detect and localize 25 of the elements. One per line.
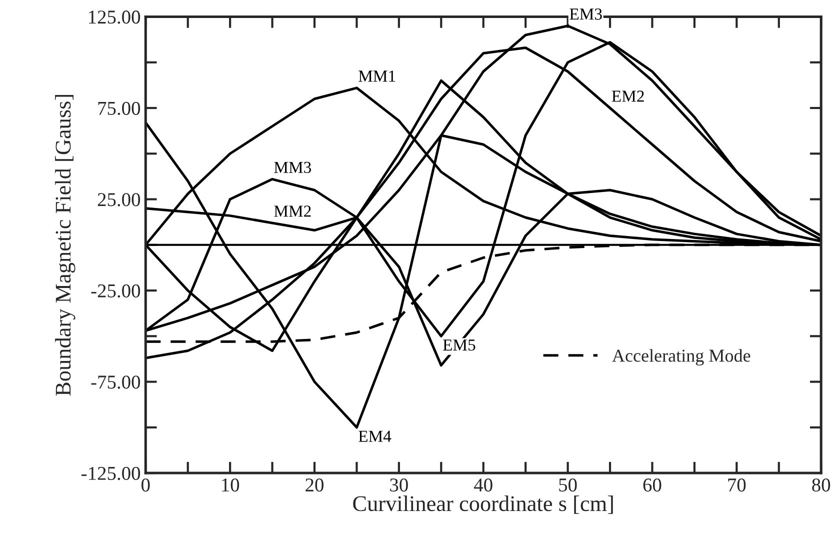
- series-label: MM3: [274, 162, 311, 174]
- x-tick-label: 10: [222, 478, 240, 492]
- x-tick-label: 50: [559, 478, 577, 492]
- x-tick-label: 0: [142, 478, 150, 492]
- series-label: EM4: [358, 430, 392, 442]
- x-tick-label: 30: [390, 478, 408, 492]
- y-axis-title: Boundary Magnetic Field [Gauss]: [55, 95, 76, 396]
- x-tick-label: 70: [728, 478, 746, 492]
- x-tick-label: 80: [812, 478, 830, 492]
- series-label: EM3: [570, 8, 602, 20]
- x-tick-label: 60: [643, 478, 662, 492]
- y-tick-label: 125.00: [89, 10, 140, 24]
- x-tick-label: 40: [474, 478, 492, 492]
- y-tick-label: -125.00: [82, 466, 140, 480]
- series-label: MM2: [274, 206, 311, 217]
- y-tick-label: -25.00: [91, 284, 140, 298]
- x-axis-title: Curvilinear coordinate s [cm]: [353, 496, 613, 514]
- x-tick-label: 20: [306, 478, 324, 492]
- y-tick-label: -75.00: [91, 376, 140, 389]
- y-tick-label: 25.00: [98, 193, 140, 206]
- series-label: MM1: [358, 70, 396, 82]
- legend-label: Accelerating Mode: [612, 349, 750, 366]
- series-label: EM2: [612, 90, 644, 102]
- y-tick-label: 75.00: [98, 102, 140, 116]
- series-label: EM5: [443, 340, 476, 351]
